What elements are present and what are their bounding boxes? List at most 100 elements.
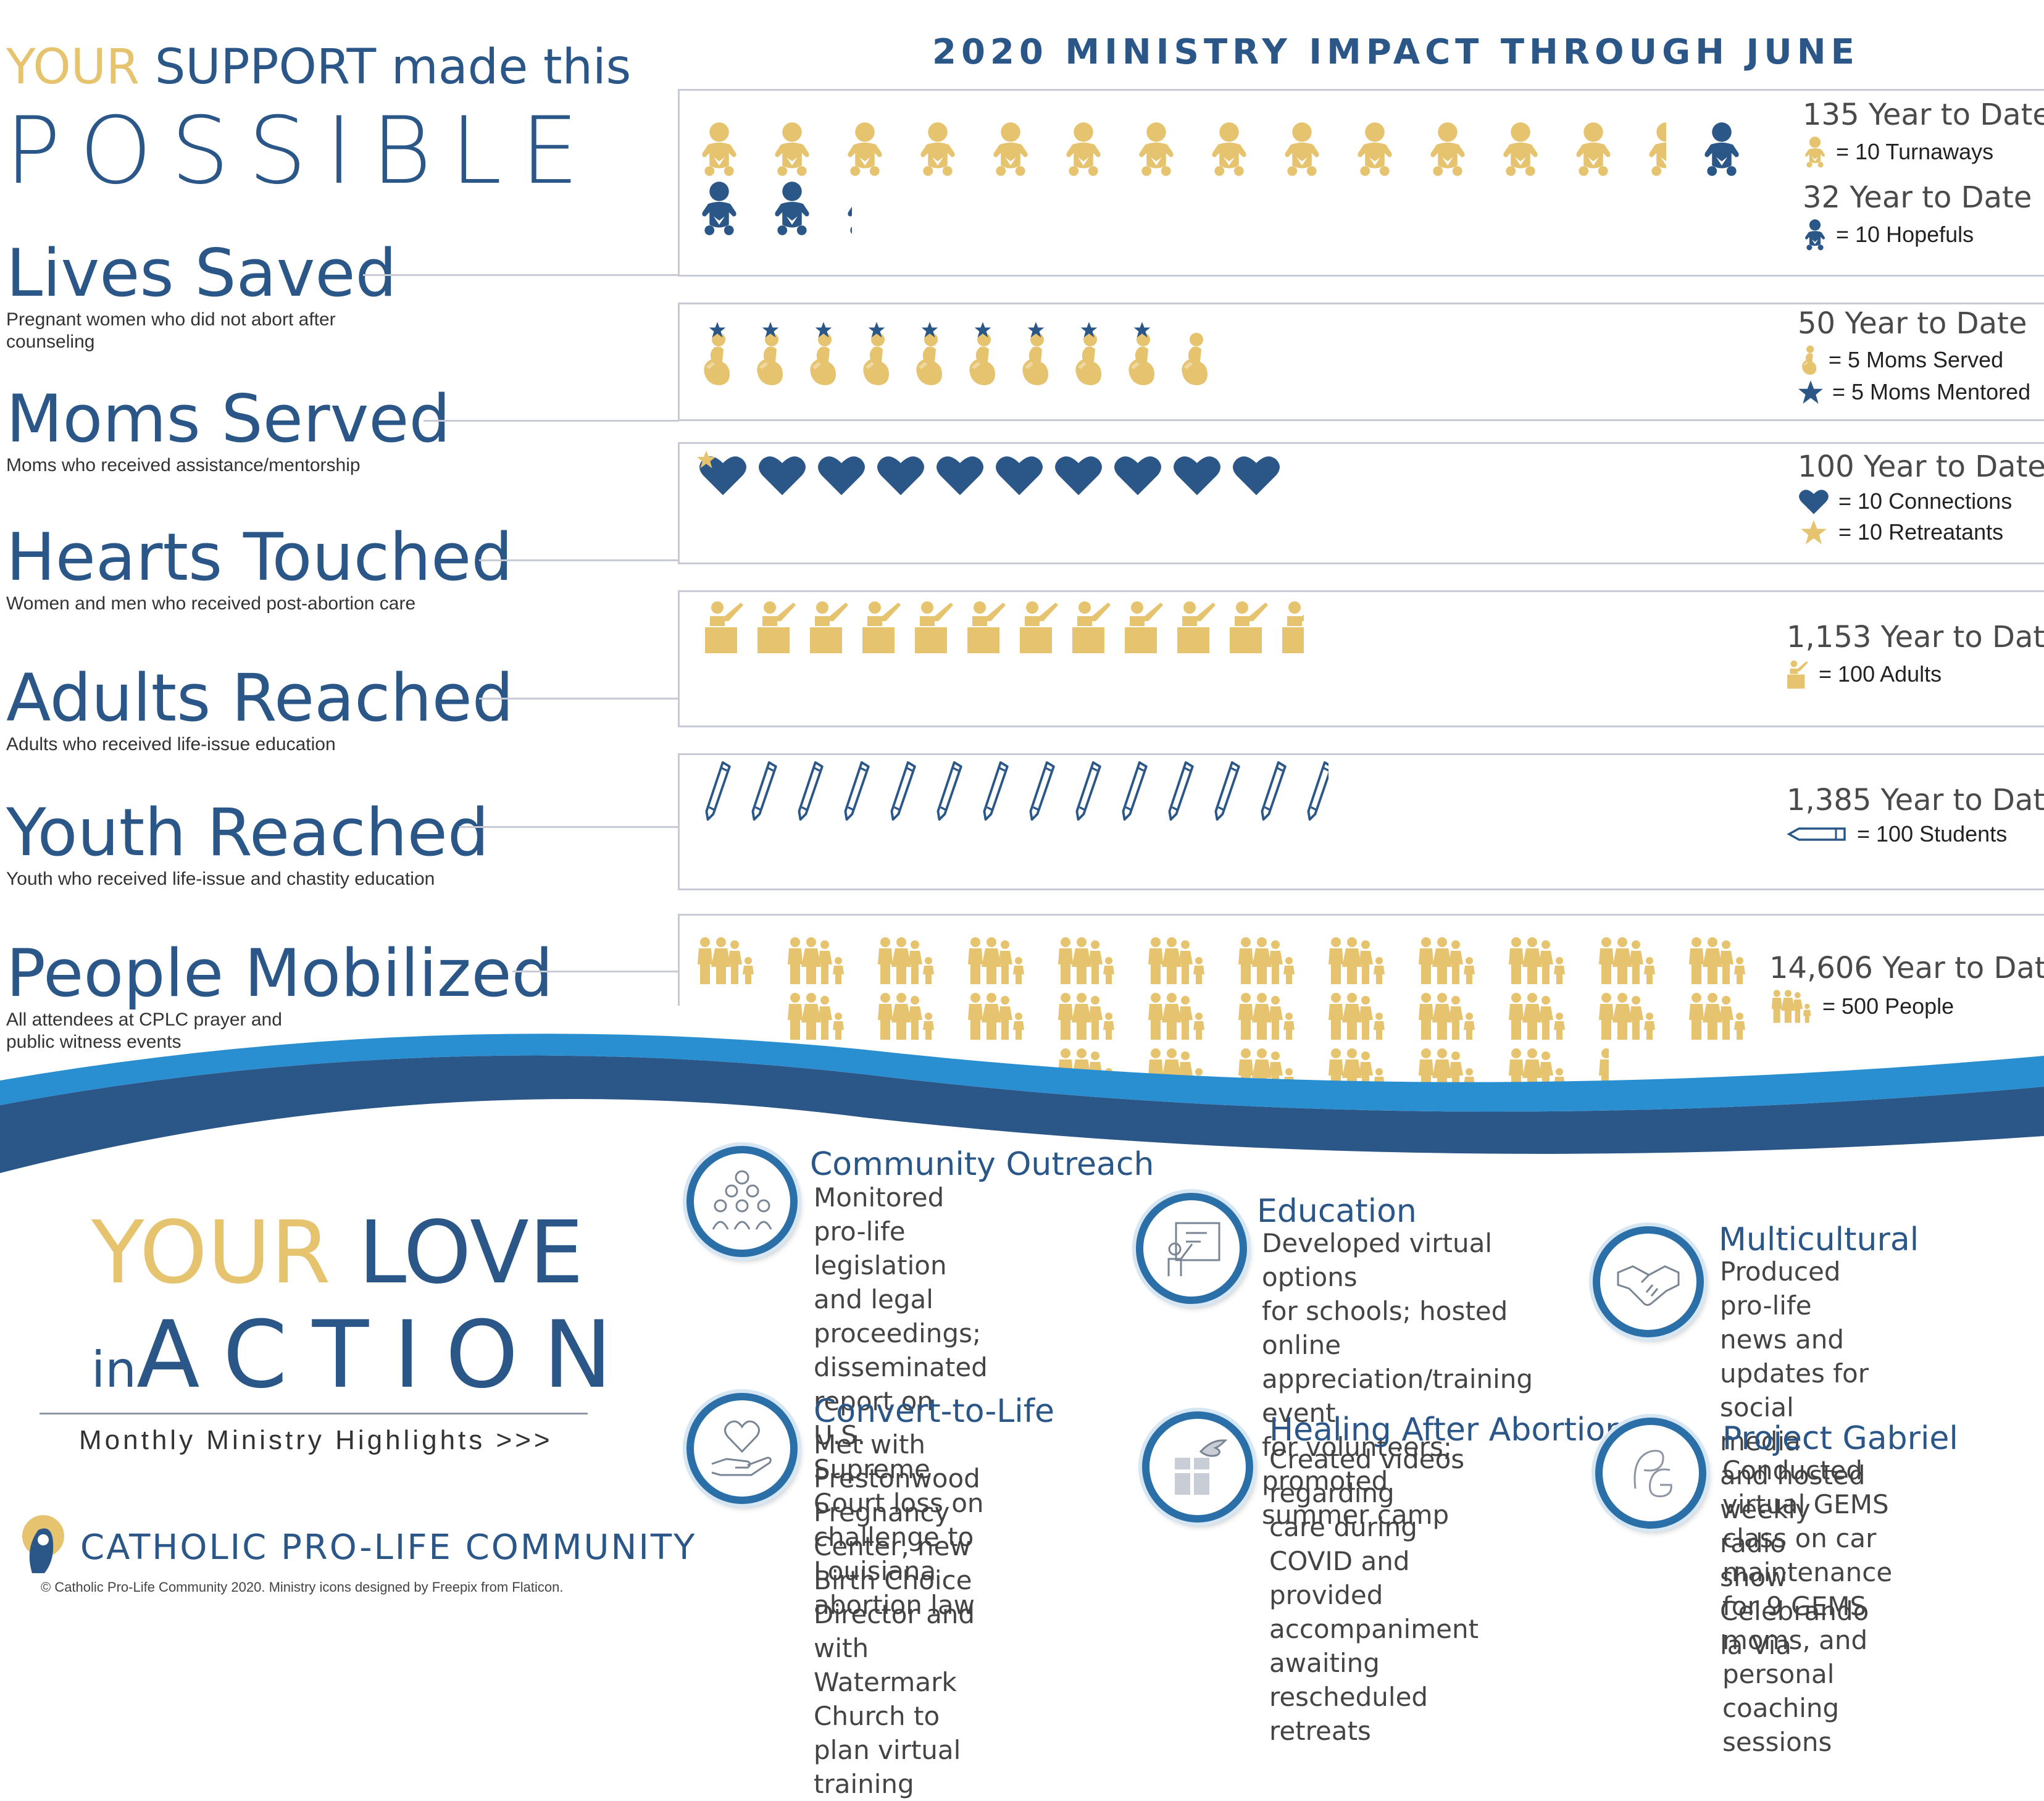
family-icon <box>968 937 1024 984</box>
category-people-mobilized: People Mobilized All attendees at CPLC p… <box>6 941 553 1053</box>
retreatant-star-icon <box>696 450 716 469</box>
handshake-icon <box>1593 1226 1704 1337</box>
possible-word: POSSIBLE <box>5 98 598 205</box>
support-headline: YOUR SUPPORT made this <box>6 43 631 91</box>
category-title: Hearts Touched <box>6 519 513 595</box>
turnaway-baby-icon <box>1576 122 1611 176</box>
highlight-line: class on car maintenance <box>1722 1523 1893 1587</box>
highlight-line: Produced pro-life news and <box>1720 1256 1845 1355</box>
connection-heart-icon <box>877 456 924 495</box>
turnaway-baby-icon <box>1503 122 1538 176</box>
moms-served-legend-text: = 5 Moms Served <box>1829 347 2004 372</box>
category-lives-saved: Lives Saved Pregnant women who did not a… <box>6 241 397 353</box>
student-pencil-icon <box>798 761 824 821</box>
connections-legend: = 10 Connections <box>1798 488 2044 515</box>
student-pencil-icon <box>1307 761 1329 821</box>
connector-line <box>363 274 679 276</box>
moms-served-legend: = 5 Moms Served <box>1798 345 2030 375</box>
highlight-line: appreciation/training event <box>1262 1364 1533 1428</box>
pencil-icon <box>1787 827 1846 841</box>
student-pencil-icon <box>1075 761 1101 821</box>
divider <box>40 1413 588 1414</box>
youth-legend: = 100 Students <box>1787 821 2044 847</box>
community-icon <box>686 1146 798 1257</box>
people-ytd: 14,606 Year to Date <box>1769 951 2044 985</box>
baby-icon <box>1803 136 1827 168</box>
retreatants-legend: = 10 Retreatants <box>1798 519 2044 546</box>
highlight-line: care during COVID and <box>1269 1512 1417 1576</box>
adults-reached-panel <box>678 590 2044 727</box>
adults-legend-text: = 100 Adults <box>1819 661 1942 687</box>
hearts-touched-stats: 100 Year to Date = 10 Connections = 10 R… <box>1798 449 2044 546</box>
category-desc: Women and men who received post-abortion… <box>6 593 416 614</box>
people-legend-text: = 500 People <box>1822 993 1954 1019</box>
wave-divider <box>0 1034 2044 1173</box>
student-pencil-icon <box>1029 761 1055 821</box>
turnaway-baby-icon <box>775 122 809 176</box>
turnaway-baby-icon <box>848 122 882 176</box>
moms-mentored-legend: = 5 Moms Mentored <box>1798 379 2030 405</box>
mentored-star-icon <box>921 322 938 338</box>
youth-reached-panel <box>678 753 2044 890</box>
teacher-icon <box>1136 1193 1247 1304</box>
highlight-line: updates for social media <box>1720 1358 1869 1456</box>
family-icon <box>788 937 844 984</box>
highlight-title: Healing After Abortion <box>1269 1411 1626 1448</box>
highlight-title: Convert-to-Life <box>814 1393 1055 1430</box>
highlight-line: for 9 GEMS moms, and <box>1722 1591 1868 1655</box>
turnaway-baby-icon <box>1285 122 1319 176</box>
teacher-icon <box>1787 658 1810 690</box>
connector-line <box>479 698 679 700</box>
category-title: Lives Saved <box>6 235 397 311</box>
student-pencil-icon <box>1214 761 1240 821</box>
highlight-line: for schools; hosted online <box>1262 1296 1508 1360</box>
pregnant-mom-icon <box>1182 333 1208 385</box>
turnaways-ytd: 135 Year to Date <box>1803 98 2044 132</box>
highlight-title: Project Gabriel <box>1722 1420 1958 1457</box>
moms-mentored-legend-text: = 5 Moms Mentored <box>1832 379 2031 404</box>
highlight-line: Pregnancy Center, new <box>814 1497 971 1561</box>
support-word: SUPPORT <box>154 40 377 95</box>
in-action-headline: inACTION <box>91 1309 637 1402</box>
category-title: People Mobilized <box>6 935 553 1011</box>
student-pencil-icon <box>936 761 962 821</box>
mentored-star-icon <box>815 322 832 338</box>
pg-monogram-icon <box>1595 1418 1706 1529</box>
retreatants-legend-text: = 10 Retreatants <box>1838 519 2004 545</box>
heart-hand-icon <box>686 1393 798 1504</box>
highlight-line: Created videos regarding <box>1269 1444 1465 1508</box>
highlight-body: Developed virtual options for schools; h… <box>1262 1226 1533 1532</box>
family-icon <box>1509 937 1565 984</box>
family-icon <box>1238 937 1295 984</box>
category-adults-reached: Adults Reached Adults who received life-… <box>6 666 514 756</box>
chart-title: 2020 MINISTRY IMPACT THROUGH JUNE <box>932 32 1859 72</box>
highlight-line: for volunteers; promoted <box>1262 1432 1453 1496</box>
baby-icon <box>1803 219 1827 251</box>
connection-heart-icon <box>1174 456 1220 495</box>
action-word: ACTION <box>136 1302 637 1409</box>
turnaway-baby-icon <box>1066 122 1101 176</box>
adults-ytd: 1,153 Year to Date <box>1787 620 2044 654</box>
category-title: Youth Reached <box>6 795 490 871</box>
connector-line <box>423 420 679 422</box>
category-moms-served: Moms Served Moms who received assistance… <box>6 387 451 477</box>
family-icon <box>1148 937 1204 984</box>
in-word: in <box>91 1341 136 1398</box>
family-icon <box>1689 937 1745 984</box>
turnaway-baby-icon <box>1430 122 1465 176</box>
family-icon <box>1329 937 1385 984</box>
highlight-line: with Watermark Church to <box>814 1633 957 1731</box>
mentored-star-icon <box>868 322 885 338</box>
highlight-title: Education <box>1257 1193 1417 1230</box>
youth-ytd: 1,385 Year to Date <box>1787 783 2044 817</box>
highlight-title: Community Outreach <box>810 1146 1154 1183</box>
highlight-line: Monitored pro-life <box>814 1182 945 1247</box>
lives-saved-stats: 135 Year to Date = 10 Turnaways 32 Year … <box>1803 98 2044 251</box>
adult-teacher-icon <box>1072 601 1111 653</box>
category-title: Moms Served <box>6 381 451 457</box>
turnaway-baby-icon <box>920 122 955 176</box>
mentored-star-icon <box>1133 322 1151 338</box>
star-icon <box>1798 379 1824 405</box>
student-pencil-icon <box>1122 761 1148 821</box>
copyright-text: © Catholic Pro-Life Community 2020. Mini… <box>41 1579 564 1595</box>
